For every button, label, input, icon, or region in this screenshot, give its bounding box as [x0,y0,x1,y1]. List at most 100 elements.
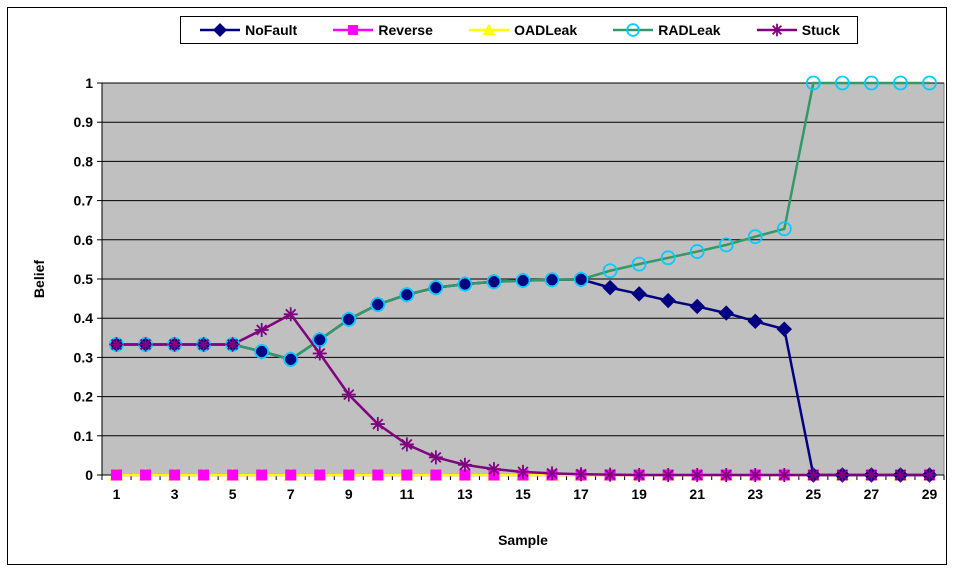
data-point [544,272,560,288]
data-point [213,22,228,38]
data-point [515,273,531,288]
data-point [747,229,763,245]
data-point [602,279,618,296]
data-point [770,23,784,37]
data-point [283,351,299,367]
data-point [370,297,386,312]
legend-item-nofault: NoFault [198,22,297,38]
data-point [341,311,357,327]
legend-label: NoFault [245,22,298,38]
legend-swatch [333,25,374,35]
x-axis-title: Sample [498,532,548,548]
data-point [312,346,327,361]
data-point [776,321,793,337]
y-tick-label: 0.5 [74,271,94,287]
legend-label: OADLeak [514,22,578,38]
y-tick-label: 0.6 [74,232,94,248]
data-point [254,322,269,337]
data-point [573,271,589,287]
data-point [401,469,413,481]
data-point [314,469,326,481]
data-point [140,469,152,481]
series-markers-stuck [109,307,937,482]
x-tick-label: 13 [457,486,473,502]
data-point [227,469,239,481]
data-point [545,466,560,481]
gridlines [102,82,944,437]
data-point [198,469,210,481]
x-tick-label: 21 [689,486,705,502]
data-point [776,221,792,237]
x-tick-labels: 1 3 5 7 9 11 13 15 17 19 21 23 25 27 29 [113,486,938,502]
data-point [256,469,268,481]
data-point [285,469,297,481]
data-point [631,286,647,302]
data-point [864,75,879,91]
data-point [689,298,705,315]
data-point [689,244,705,259]
legend-swatch [613,23,654,37]
data-point [399,437,414,452]
x-tick-label: 29 [922,486,938,502]
y-tick-label: 0.9 [74,114,94,130]
data-point [457,457,472,472]
data-point [777,468,792,482]
y-tick-labels: 0 0.1 0.2 0.3 0.4 0.5 0.6 0.7 0.8 0.9 1 [74,75,94,483]
legend-item-radleak: RADLeak [611,22,721,38]
x-tick-label: 3 [171,486,179,502]
data-point [632,468,647,482]
data-point [719,468,734,482]
legend-label: RADLeak [658,22,721,38]
y-tick-label: 0.1 [74,428,94,444]
legend-item-oadleak: OADLeak [467,22,577,38]
data-point [835,468,850,482]
data-point [893,468,908,482]
series-layer [108,75,938,483]
legend-label: Reverse [378,22,433,38]
data-point [516,464,530,479]
y-tick-label: 0.4 [74,310,94,326]
x-tick-label: 19 [631,486,647,502]
y-tick-label: 0 [85,467,93,483]
data-point [626,23,641,37]
y-tick-label: 1 [85,75,93,91]
data-point [661,468,676,482]
x-tick-label: 17 [573,486,589,502]
data-point [341,387,356,402]
data-point [428,450,443,465]
data-point [372,469,384,481]
data-point [399,287,415,303]
x-tick-label: 15 [515,486,531,502]
y-tick-label: 0.3 [74,349,94,365]
data-point [430,469,442,481]
data-point [312,332,328,348]
data-point [428,280,444,296]
x-tick-label: 23 [747,486,763,502]
series-markers [108,75,938,483]
data-point [922,75,937,91]
x-tick-label: 9 [345,486,353,502]
data-point [603,467,618,482]
x-tick-label: 25 [806,486,822,502]
x-tick-label: 1 [113,486,121,502]
x-tick-label: 5 [229,486,237,502]
legend-swatch [469,23,510,36]
data-point [660,292,676,309]
legend-swatch [200,22,241,38]
data-point [348,25,359,35]
data-point [893,75,908,91]
data-point [834,75,850,91]
data-point [167,337,182,352]
data-point [459,469,471,481]
data-point [486,462,501,477]
data-point [196,337,211,352]
data-point [747,313,763,330]
data-point [457,276,473,292]
data-point [864,468,879,482]
data-point [602,263,618,279]
data-point [748,468,763,482]
legend-swatch [756,23,797,37]
y-tick-label: 0.8 [74,153,94,169]
data-point [169,469,181,481]
legend-item-stuck: Stuck [755,22,840,38]
